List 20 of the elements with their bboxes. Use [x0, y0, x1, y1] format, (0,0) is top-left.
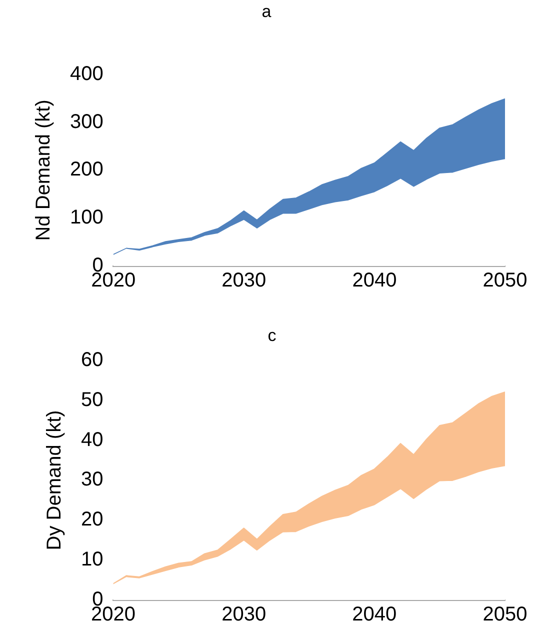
y-tick-label: 400: [70, 62, 104, 85]
y-tick-label: 20: [80, 508, 104, 531]
chart-title: c: [268, 326, 277, 345]
y-tick-label: 40: [80, 428, 104, 451]
y-tick-label: 10: [80, 548, 104, 571]
y-tick-label: 50: [80, 388, 104, 411]
y-axis-title: Nd Demand (kt): [32, 100, 55, 241]
x-tick-label: 2040: [352, 604, 397, 626]
y-tick-label: 200: [70, 158, 104, 181]
x-tick-label: 2030: [222, 604, 266, 626]
y-tick-label: 100: [70, 206, 104, 229]
x-tick-label: 2030: [222, 270, 266, 292]
y-tick-label: 300: [70, 110, 104, 133]
x-tick-label: 2050: [482, 270, 528, 292]
y-tick-label: 30: [80, 468, 104, 491]
chart-title: a: [262, 2, 272, 21]
x-tick-label: 2050: [482, 604, 528, 626]
y-tick-label: 60: [80, 348, 104, 371]
x-tick-label: 2040: [352, 270, 397, 292]
y-axis-title: Dy Demand (kt): [44, 410, 66, 550]
